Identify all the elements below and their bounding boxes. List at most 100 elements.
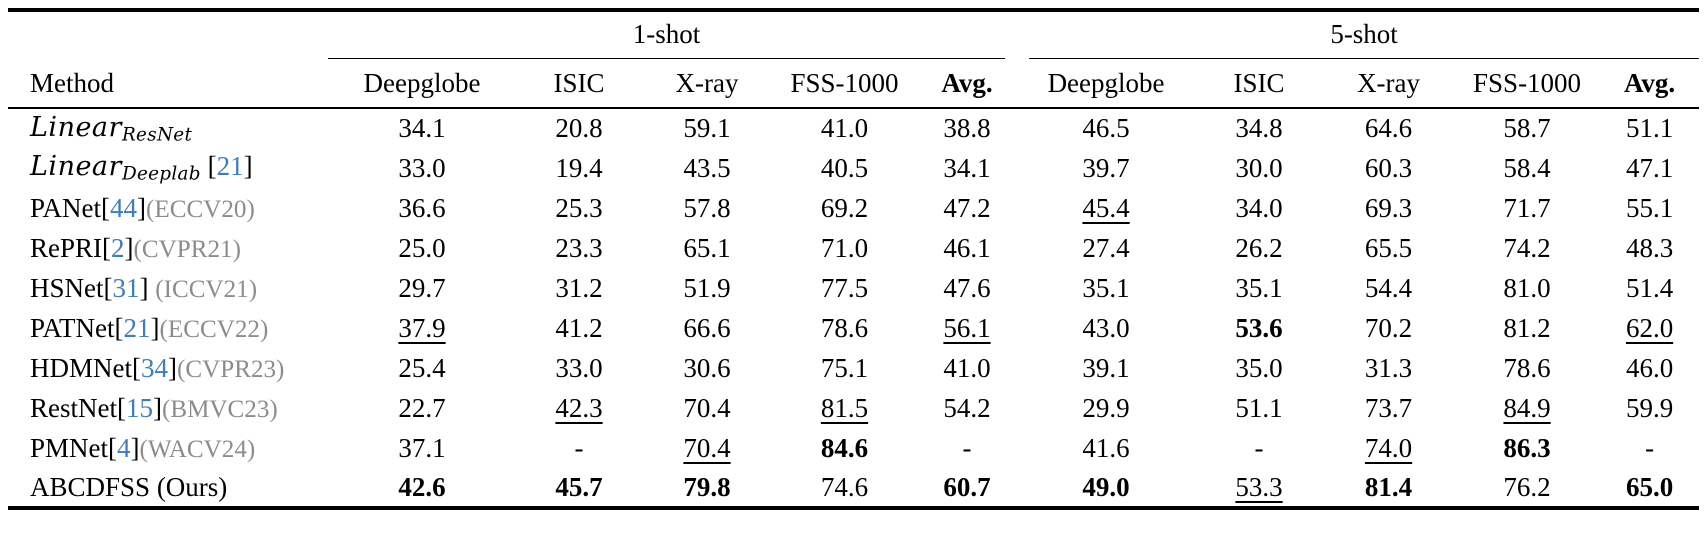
method-name-text: Linear xyxy=(30,111,122,143)
method-name-text: PATNet[ xyxy=(30,312,124,343)
method-name-text: HSNet[ xyxy=(30,272,113,303)
value-cell: 48.3 xyxy=(1625,232,1674,263)
value-cell: 36.6 xyxy=(398,192,446,223)
value-cell: 81.5 xyxy=(820,392,869,423)
value-cell: 29.9 xyxy=(1082,392,1130,423)
value-cell: 65.5 xyxy=(1364,232,1413,263)
citation-link[interactable]: 21 xyxy=(123,312,151,343)
value-cell: 45.4 xyxy=(1082,192,1130,223)
value-cell: 77.5 xyxy=(820,272,869,303)
value-cell: 58.4 xyxy=(1503,152,1551,183)
citation-link[interactable]: 2 xyxy=(111,232,125,263)
value-cell: 38.8 xyxy=(943,113,991,143)
method-cell: LinearResNet xyxy=(8,108,328,148)
value-cell: 31.3 xyxy=(1364,352,1413,383)
citation-link[interactable]: 44 xyxy=(110,192,138,223)
table-row: PATNet[21](ECCV22) 37.9 41.2 66.6 78.6 56.1 43… xyxy=(8,308,1699,348)
group-label-1shot: 1-shot xyxy=(328,12,1006,59)
value-cell: 37.9 xyxy=(398,312,446,343)
value-cell: 46.0 xyxy=(1625,352,1674,383)
value-cell: 42.3 xyxy=(555,392,603,423)
value-cell: 41.2 xyxy=(555,312,603,343)
value-cell: 78.6 xyxy=(1503,352,1551,383)
value-cell: - xyxy=(1254,432,1264,463)
value-cell: 51.9 xyxy=(683,272,731,303)
citation-link[interactable]: 21 xyxy=(216,151,244,182)
value-cell: 41.0 xyxy=(943,352,991,383)
table-body: LinearResNet 34.1 20.8 59.1 41.0 38.8 46.5 34.8… xyxy=(8,108,1699,508)
value-cell: 39.1 xyxy=(1082,352,1130,383)
citation-link[interactable]: 4 xyxy=(117,432,131,463)
value-cell: 54.4 xyxy=(1364,272,1413,303)
value-cell: 53.3 xyxy=(1235,471,1283,502)
value-cell: 73.7 xyxy=(1364,392,1413,423)
method-name-text: ABCDFSS (Ours) xyxy=(30,471,228,502)
value-cell: 74.0 xyxy=(1364,432,1413,463)
value-cell: 20.8 xyxy=(555,113,603,143)
col-header-xray-1shot: X-ray xyxy=(642,59,772,109)
value-cell: 81.0 xyxy=(1503,272,1551,303)
value-cell: 70.2 xyxy=(1364,312,1413,343)
table-row: PMNet[4](WACV24) 37.1 - 70.4 84.6 - 41.6 - 74.0 8… xyxy=(8,428,1699,468)
method-name-text: Linear xyxy=(30,151,122,183)
value-cell: 47.1 xyxy=(1625,152,1674,183)
venue-label: (CVPR21) xyxy=(133,235,241,263)
value-cell: 56.1 xyxy=(943,312,991,343)
table-row: LinearResNet 34.1 20.8 59.1 41.0 38.8 46.5 34.8… xyxy=(8,108,1699,148)
value-cell: 79.8 xyxy=(683,471,731,502)
method-name-text: RePRI[ xyxy=(30,232,111,263)
value-cell: - xyxy=(1645,432,1655,463)
value-cell: 55.1 xyxy=(1625,192,1674,223)
value-cell: 29.7 xyxy=(398,272,446,303)
value-cell: 60.7 xyxy=(943,471,991,502)
value-cell: 84.9 xyxy=(1503,392,1551,423)
group-header-1shot-cell: 1-shot xyxy=(328,10,1017,59)
value-cell: 19.4 xyxy=(555,152,603,183)
value-cell: 34.8 xyxy=(1235,113,1283,143)
method-cell: PATNet[21](ECCV22) xyxy=(8,308,328,348)
value-cell: 26.2 xyxy=(1235,232,1283,263)
group-header-spacer xyxy=(8,10,328,59)
citation-link[interactable]: 31 xyxy=(112,272,140,303)
value-cell: 76.2 xyxy=(1503,471,1551,502)
value-cell: 33.0 xyxy=(398,152,446,183)
value-cell: 30.0 xyxy=(1235,152,1283,183)
table-row: HDMNet[34](CVPR23) 25.4 33.0 30.6 75.1 41.0 39… xyxy=(8,348,1699,388)
col-header-avg-1shot: Avg. xyxy=(917,59,1018,109)
method-name-text: HDMNet[ xyxy=(30,352,141,383)
value-cell: 25.4 xyxy=(398,352,446,383)
value-cell: 54.2 xyxy=(943,392,991,423)
method-name-text: ] xyxy=(130,432,140,463)
method-name-text: PMNet[ xyxy=(30,432,117,463)
value-cell: 69.2 xyxy=(820,192,869,223)
value-cell: 35.1 xyxy=(1082,272,1130,303)
group-label-5shot: 5-shot xyxy=(1029,12,1700,59)
value-cell: 46.5 xyxy=(1082,113,1130,143)
value-cell: 42.6 xyxy=(398,471,446,502)
value-cell: 65.1 xyxy=(683,232,731,263)
value-cell: 75.1 xyxy=(820,352,869,383)
value-cell: 81.4 xyxy=(1364,471,1413,502)
col-header-avg-5shot: Avg. xyxy=(1600,59,1700,109)
value-cell: 45.7 xyxy=(555,471,603,502)
group-header-5shot-cell: 5-shot xyxy=(1017,10,1700,59)
value-cell: 47.2 xyxy=(943,192,991,223)
value-cell: 59.9 xyxy=(1625,392,1674,423)
citation-link[interactable]: 15 xyxy=(125,392,153,423)
value-cell: 86.3 xyxy=(1503,432,1551,463)
value-cell: 35.1 xyxy=(1235,272,1283,303)
col-header-isic-1shot: ISIC xyxy=(516,59,642,109)
value-cell: 34.1 xyxy=(943,152,991,183)
method-name-text: ] xyxy=(124,232,134,263)
method-name-text: PANet[ xyxy=(30,192,111,223)
venue-label: (CVPR23) xyxy=(176,355,285,383)
value-cell: 43.5 xyxy=(683,152,731,183)
value-cell: - xyxy=(574,432,584,463)
value-cell: 22.7 xyxy=(398,392,446,423)
method-cell: HSNet[31] (ICCV21) xyxy=(8,268,328,308)
value-cell: 30.6 xyxy=(683,352,731,383)
col-header-xray-5shot: X-ray xyxy=(1323,59,1455,109)
column-header-row: Method Deepglobe ISIC X-ray FSS-1000 Avg… xyxy=(8,59,1700,109)
citation-link[interactable]: 34 xyxy=(140,352,168,383)
table-row: ABCDFSS (Ours) 42.6 45.7 79.8 74.6 60.7 49.0 53… xyxy=(8,468,1699,508)
